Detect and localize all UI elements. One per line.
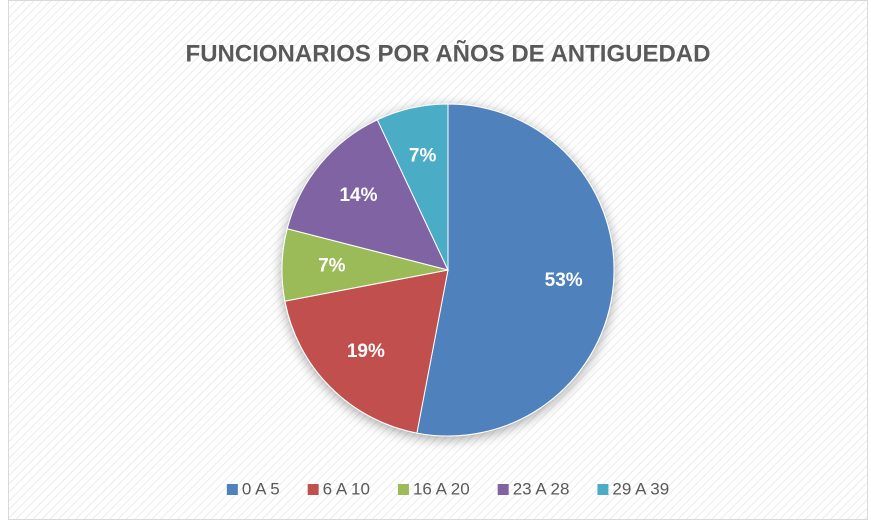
legend-label: 29 A 39 [612,479,669,498]
legend-swatch [226,484,238,495]
value-labels: 53% 19% 7% 14% 7% [318,146,583,363]
legend-swatch [397,484,409,495]
value-label: 7% [409,146,437,167]
pie-slice [376,103,449,271]
legend-swatch [497,484,509,495]
legend-label: 6 A 10 [323,479,370,498]
value-label: 7% [318,255,346,276]
pie-slice [416,103,615,437]
pie-slice [284,269,449,434]
legend-swatch [307,484,319,495]
value-label: 53% [545,270,583,291]
value-label: 14% [339,185,377,206]
legend-label: 0 A 5 [242,479,280,498]
value-label: 19% [347,341,385,362]
pie-slice [286,119,449,271]
legend-swatch [597,484,609,495]
legend-label: 16 A 20 [413,479,470,498]
pie [281,103,615,437]
legend: 0 A 5 6 A 10 16 A 20 23 A 28 29 A 39 [226,479,669,498]
chart-title: FUNCIONARIOS POR AÑOS DE ANTIGUEDAD [186,39,711,67]
legend-label: 23 A 28 [513,479,570,498]
